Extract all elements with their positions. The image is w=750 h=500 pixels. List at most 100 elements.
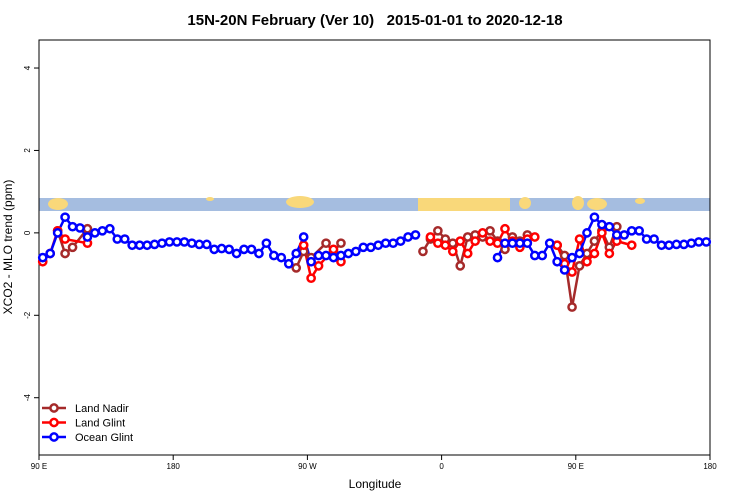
point [582, 248, 592, 259]
point [686, 238, 697, 249]
point [693, 237, 704, 247]
point [403, 232, 413, 242]
point [455, 260, 466, 271]
point [649, 234, 659, 244]
y-tick-label: 2 [23, 148, 32, 153]
point [656, 240, 667, 251]
x-tick-label: 90 E [31, 462, 47, 471]
point [500, 223, 510, 234]
point [574, 248, 585, 259]
point [589, 236, 600, 246]
point [276, 252, 287, 263]
legend-label: Land Nadir [75, 403, 129, 415]
point [172, 237, 182, 247]
point [522, 238, 533, 249]
point [626, 240, 637, 251]
point [559, 250, 570, 261]
point [589, 248, 600, 259]
point [67, 242, 78, 253]
point [336, 250, 346, 261]
point [306, 256, 316, 267]
point [447, 238, 458, 249]
point [492, 252, 503, 263]
x-tick-label: 0 [439, 462, 444, 471]
point [343, 248, 354, 259]
point [37, 252, 48, 263]
point [552, 256, 563, 267]
point [679, 239, 689, 250]
point [500, 238, 510, 249]
point [537, 250, 548, 261]
point [97, 225, 108, 236]
point [574, 234, 585, 244]
point [515, 238, 525, 249]
point [209, 244, 220, 255]
point [306, 273, 316, 284]
point [60, 212, 70, 223]
point [567, 252, 577, 263]
point [701, 237, 712, 247]
point [328, 252, 339, 263]
point [82, 232, 93, 242]
point [104, 223, 115, 234]
point [351, 246, 361, 257]
point [447, 246, 458, 257]
point [395, 236, 406, 246]
point [604, 221, 615, 232]
y-axis-label: XCO2 - MLO trend (ppm) [1, 180, 15, 315]
legend-label: Land Glint [75, 418, 125, 430]
point [246, 244, 257, 255]
y-tick-label: -2 [23, 311, 32, 319]
point [239, 244, 249, 255]
point [485, 236, 495, 246]
point [328, 244, 339, 255]
point [388, 238, 398, 249]
y-tick-label: 4 [23, 65, 32, 70]
point [82, 223, 93, 234]
point [149, 239, 160, 250]
plot-frame [38, 39, 711, 456]
legend-marker [49, 432, 59, 442]
point [604, 248, 615, 259]
point [365, 242, 376, 253]
point [485, 225, 495, 236]
point [90, 228, 100, 238]
point [626, 225, 637, 236]
point [544, 238, 555, 249]
point [582, 228, 592, 238]
point [269, 250, 279, 261]
point [433, 225, 443, 236]
point [216, 243, 227, 254]
point [321, 238, 331, 249]
point [52, 228, 63, 238]
point [75, 223, 85, 233]
point [567, 267, 577, 277]
legend-marker [49, 403, 59, 413]
point [597, 228, 607, 238]
point [641, 234, 652, 244]
point [574, 260, 585, 271]
point [67, 221, 78, 232]
point [634, 225, 645, 236]
x-tick-label: 180 [703, 462, 717, 471]
point [336, 238, 346, 249]
point [283, 258, 294, 269]
point [224, 244, 234, 255]
point [664, 240, 674, 251]
point [231, 248, 242, 259]
point [254, 248, 264, 259]
point [425, 232, 436, 242]
point [313, 260, 324, 271]
point [470, 236, 480, 246]
point [298, 232, 309, 242]
point [313, 250, 324, 261]
point [507, 238, 518, 249]
point [477, 228, 488, 238]
point [529, 250, 540, 261]
point [410, 230, 421, 240]
point [164, 237, 175, 247]
point [201, 239, 212, 250]
point [45, 248, 56, 259]
point [127, 240, 138, 251]
point [611, 230, 622, 240]
